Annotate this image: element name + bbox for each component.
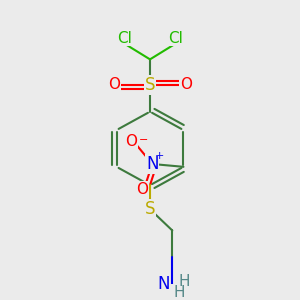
Text: −: − [139,135,148,145]
Text: O: O [108,77,120,92]
Text: O: O [136,182,148,197]
Text: S: S [145,200,155,218]
Text: Cl: Cl [168,31,183,46]
Text: S: S [145,76,155,94]
Text: N: N [146,155,158,173]
Text: N: N [157,275,170,293]
Text: Cl: Cl [117,31,132,46]
Text: H: H [174,285,185,300]
Text: H: H [178,274,190,289]
Text: O: O [180,77,192,92]
Text: +: + [155,151,164,160]
Text: O: O [125,134,137,149]
